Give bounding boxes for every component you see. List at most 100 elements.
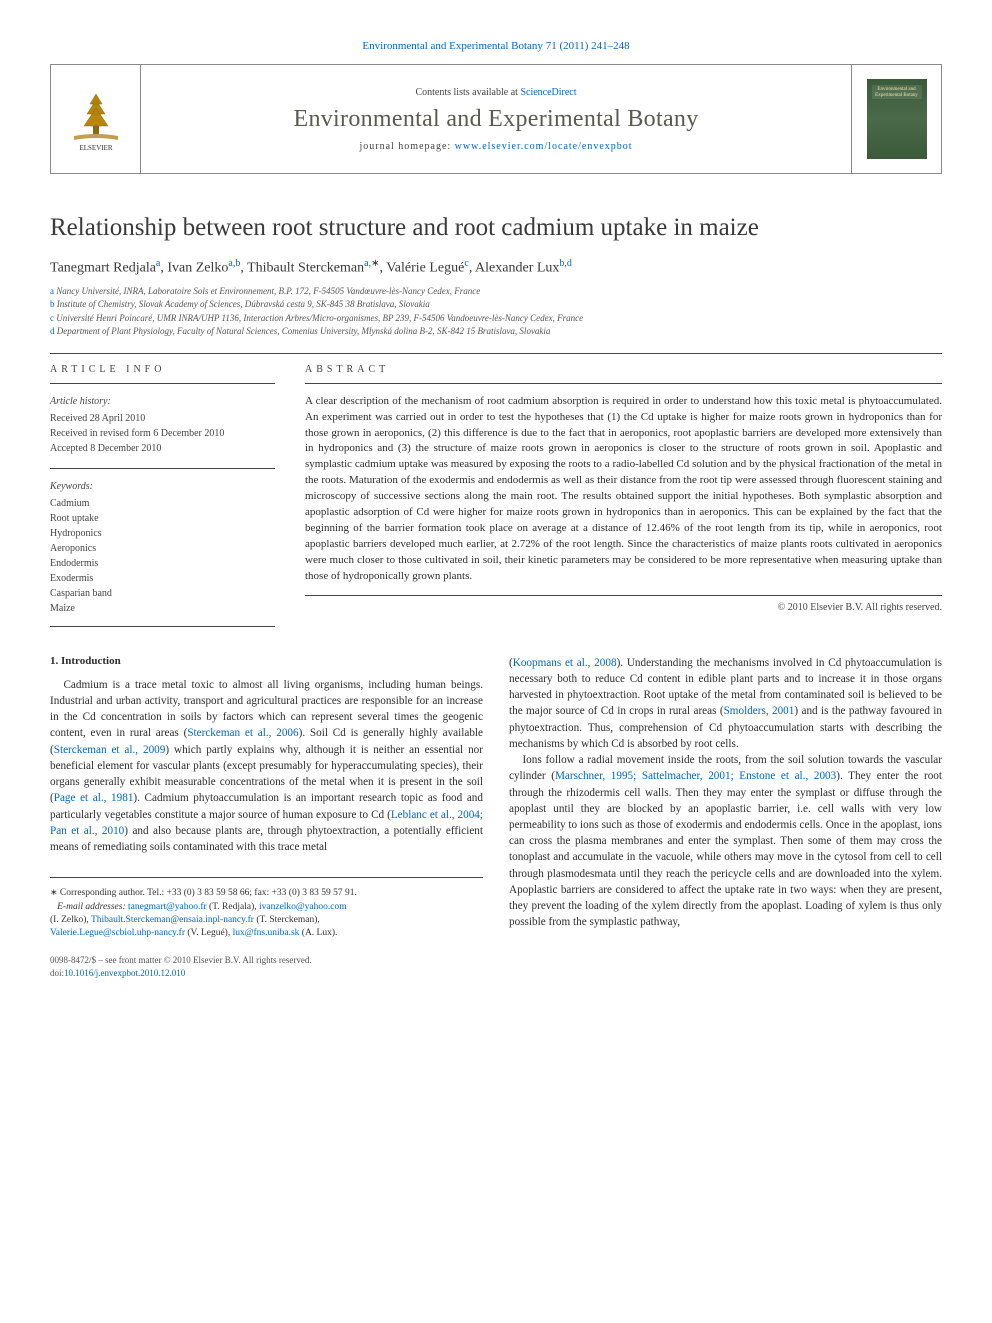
- homepage-prefix: journal homepage:: [359, 141, 454, 152]
- abstract-label: ABSTRACT: [305, 354, 942, 383]
- email-who: (T. Sterckeman),: [254, 915, 320, 925]
- elsevier-tree-icon: ELSEVIER: [66, 84, 126, 154]
- keywords-head: Keywords:: [50, 479, 275, 494]
- footnote-star: ∗: [50, 887, 58, 897]
- corresponding-author-star[interactable]: ∗: [371, 258, 379, 269]
- keyword: Casparian band: [50, 586, 275, 601]
- email-link[interactable]: tanegmart@yahoo.fr: [128, 902, 207, 912]
- citation-link[interactable]: Sterckeman et al., 2006: [187, 727, 298, 739]
- author-name: Tanegmart Redjala: [50, 261, 156, 276]
- citation-link[interactable]: Smolders, 2001: [724, 705, 795, 717]
- affiliation-line: d Department of Plant Physiology, Facult…: [50, 325, 942, 339]
- author-name: Thibault Sterckeman: [247, 261, 364, 276]
- journal-cover-icon: Environmental and Experimental Botany: [867, 79, 927, 159]
- journal-cover-panel: Environmental and Experimental Botany: [851, 65, 941, 173]
- keyword: Maize: [50, 601, 275, 616]
- info-abstract-row: ARTICLE INFO Article history: Received 2…: [50, 354, 942, 627]
- contents-lists-line: Contents lists available at ScienceDirec…: [415, 87, 576, 98]
- affiliation-line: b Institute of Chemistry, Slovak Academy…: [50, 298, 942, 312]
- article-history-block: Article history: Received 28 April 2010 …: [50, 383, 275, 468]
- affil-label: d: [50, 326, 55, 336]
- right-column: (Koopmans et al., 2008). Understanding t…: [509, 655, 942, 980]
- email-who: (I. Zelko),: [50, 915, 91, 925]
- citation-link[interactable]: Koopmans et al., 2008: [513, 657, 617, 669]
- affil-text: Nancy Université, INRA, Laboratoire Sols…: [56, 286, 480, 296]
- issn-line: 0098-8472/$ – see front matter © 2010 El…: [50, 954, 483, 967]
- author-name: Alexander Lux: [475, 261, 559, 276]
- journal-name: Environmental and Experimental Botany: [294, 106, 699, 133]
- affil-label: b: [50, 299, 55, 309]
- journal-homepage-line: journal homepage: www.elsevier.com/locat…: [359, 141, 632, 152]
- keyword: Root uptake: [50, 511, 275, 526]
- email-who: (T. Redjala),: [207, 902, 259, 912]
- affiliation-line: a Nancy Université, INRA, Laboratoire So…: [50, 285, 942, 299]
- journal-banner: ELSEVIER Contents lists available at Sci…: [50, 64, 942, 174]
- email-link[interactable]: lux@fns.uniba.sk: [233, 928, 300, 938]
- history-line: Accepted 8 December 2010: [50, 441, 275, 456]
- publisher-logo-panel: ELSEVIER: [51, 65, 141, 173]
- abstract-column: ABSTRACT A clear description of the mech…: [305, 354, 942, 627]
- affiliations: a Nancy Université, INRA, Laboratoire So…: [50, 285, 942, 339]
- article-info-label: ARTICLE INFO: [50, 354, 275, 383]
- keyword: Cadmium: [50, 496, 275, 511]
- journal-homepage-link[interactable]: www.elsevier.com/locate/envexpbot: [455, 141, 633, 152]
- author-affil-sup[interactable]: a,b: [228, 258, 240, 269]
- citation-link[interactable]: Marschner, 1995; Sattelmacher, 2001; Ens…: [555, 770, 836, 782]
- body-columns: 1. Introduction Cadmium is a trace metal…: [50, 655, 942, 980]
- corresponding-author-note: ∗ Corresponding author. Tel.: +33 (0) 3 …: [50, 886, 483, 900]
- author-name: Ivan Zelko: [167, 261, 228, 276]
- left-column: 1. Introduction Cadmium is a trace metal…: [50, 655, 483, 980]
- sciencedirect-link[interactable]: ScienceDirect: [520, 87, 576, 98]
- author-name: Valérie Legué: [386, 261, 464, 276]
- contents-lists-prefix: Contents lists available at: [415, 87, 520, 98]
- article-title: Relationship between root structure and …: [50, 214, 942, 242]
- affil-text: Institute of Chemistry, Slovak Academy o…: [57, 299, 430, 309]
- author-line: Tanegmart Redjalaa, Ivan Zelkoa,b, Thiba…: [50, 258, 942, 277]
- affil-label: a: [50, 286, 54, 296]
- affil-text: Université Henri Poincaré, UMR INRA/UHP …: [56, 313, 583, 323]
- citation-link[interactable]: Sterckeman et al., 2009: [54, 744, 166, 756]
- email-link[interactable]: ivanzelko@yahoo.com: [259, 902, 347, 912]
- history-head: Article history:: [50, 394, 275, 409]
- keyword: Exodermis: [50, 571, 275, 586]
- footnotes: ∗ Corresponding author. Tel.: +33 (0) 3 …: [50, 877, 483, 940]
- affil-text: Department of Plant Physiology, Faculty …: [57, 326, 551, 336]
- email-addresses-line: E-mail addresses: tanegmart@yahoo.fr (T.…: [50, 901, 483, 914]
- footer-meta: 0098-8472/$ – see front matter © 2010 El…: [50, 954, 483, 979]
- keywords-block: Keywords: Cadmium Root uptake Hydroponic…: [50, 468, 275, 627]
- history-line: Received in revised form 6 December 2010: [50, 426, 275, 441]
- author-affil-sup[interactable]: a: [156, 258, 160, 269]
- keyword: Hydroponics: [50, 526, 275, 541]
- body-paragraph: Cadmium is a trace metal toxic to almost…: [50, 677, 483, 856]
- citation-link[interactable]: Page et al., 1981: [54, 792, 134, 804]
- email-addresses-line: Valerie.Legue@scbiol.uhp-nancy.fr (V. Le…: [50, 927, 483, 940]
- history-line: Received 28 April 2010: [50, 411, 275, 426]
- running-header-journal: Environmental and Experimental Botany: [362, 40, 543, 52]
- email-link[interactable]: Valerie.Legue@scbiol.uhp-nancy.fr: [50, 928, 185, 938]
- running-header-volpages: 71 (2011) 241–248: [546, 40, 630, 52]
- cover-text: Environmental and Experimental Botany: [873, 87, 921, 98]
- doi-line: doi:10.1016/j.envexpbot.2010.12.010: [50, 967, 483, 980]
- abstract-text: A clear description of the mechanism of …: [305, 383, 942, 596]
- author-affil-sup[interactable]: b,d: [559, 258, 572, 269]
- footnote-text: Corresponding author. Tel.: +33 (0) 3 83…: [60, 888, 357, 898]
- article-info-column: ARTICLE INFO Article history: Received 2…: [50, 354, 275, 627]
- doi-link[interactable]: 10.1016/j.envexpbot.2010.12.010: [64, 968, 185, 978]
- running-header-link[interactable]: Environmental and Experimental Botany 71…: [362, 40, 629, 52]
- svg-text:ELSEVIER: ELSEVIER: [79, 144, 112, 152]
- running-header: Environmental and Experimental Botany 71…: [50, 40, 942, 52]
- body-paragraph: (Koopmans et al., 2008). Understanding t…: [509, 655, 942, 931]
- abstract-copyright: © 2010 Elsevier B.V. All rights reserved…: [305, 602, 942, 613]
- email-who: (V. Legué),: [185, 928, 233, 938]
- email-link[interactable]: Thibault.Sterckeman@ensaia.inpl-nancy.fr: [91, 915, 254, 925]
- email-head: E-mail addresses:: [57, 902, 126, 912]
- text-run: ). They enter the root through the rhizo…: [509, 770, 942, 928]
- doi-prefix: doi:: [50, 968, 64, 978]
- email-addresses-line: (I. Zelko), Thibault.Sterckeman@ensaia.i…: [50, 914, 483, 927]
- keyword: Endodermis: [50, 556, 275, 571]
- keyword: Aeroponics: [50, 541, 275, 556]
- section-heading: 1. Introduction: [50, 655, 483, 667]
- author-affil-sup[interactable]: c: [464, 258, 468, 269]
- email-who: (A. Lux).: [299, 928, 337, 938]
- banner-center: Contents lists available at ScienceDirec…: [141, 65, 851, 173]
